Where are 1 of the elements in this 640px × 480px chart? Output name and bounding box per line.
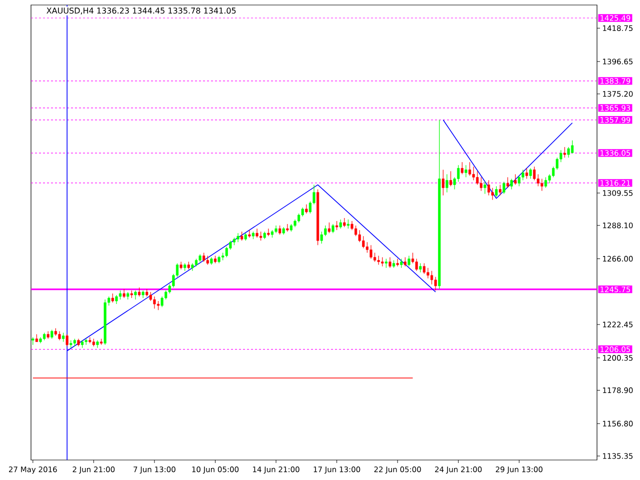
chart-title: XAUUSD,H4 1336.23 1344.45 1335.78 1341.05 [46, 8, 236, 14]
